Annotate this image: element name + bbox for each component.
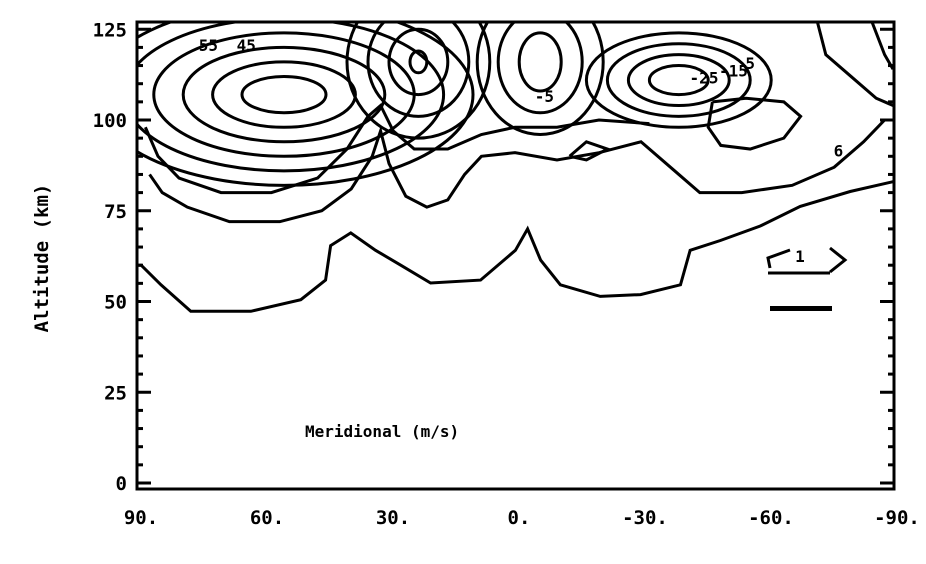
axis-ticks bbox=[137, 27, 894, 485]
contour-ellipse bbox=[387, 27, 450, 97]
chart-annotation: Meridional (m/s) bbox=[305, 422, 459, 441]
tick-labels: 0 25 50 75 100 125 90. 60. 30. 0. -30. -60. -90. bbox=[93, 19, 920, 529]
x-tick-label: -90. bbox=[874, 507, 920, 529]
y-tick-label: 125 bbox=[93, 19, 127, 41]
y-tick-label: 50 bbox=[104, 292, 127, 314]
contour-ellipse bbox=[240, 74, 328, 115]
contour-ellipse bbox=[137, 22, 446, 173]
contour-ellipse bbox=[496, 22, 584, 115]
contour-ellipse bbox=[366, 22, 471, 118]
contour-line bbox=[137, 180, 894, 313]
contour-ellipse bbox=[605, 42, 752, 118]
y-tick-label: 75 bbox=[104, 201, 127, 223]
contour-ellipse bbox=[626, 53, 731, 107]
scale-arrow bbox=[766, 246, 848, 275]
contour-label: -5 bbox=[535, 87, 554, 106]
contour-ellipse bbox=[517, 31, 563, 93]
contour-lines bbox=[137, 22, 894, 313]
y-tick-label: 0 bbox=[116, 473, 127, 495]
y-axis-label: Altitude (km) bbox=[31, 184, 53, 333]
x-tick-label: 0. bbox=[508, 507, 531, 529]
contour-ellipse bbox=[152, 31, 416, 158]
contour-labels: 55 45 -5 -25 -155 6 bbox=[199, 36, 843, 160]
contour-label: -15 bbox=[719, 61, 748, 80]
contour-loop bbox=[706, 96, 803, 151]
x-tick-label: -60. bbox=[748, 507, 794, 529]
contour-ellipse bbox=[584, 31, 773, 129]
contour-ellipse bbox=[211, 60, 357, 129]
x-tick-label: -30. bbox=[622, 507, 668, 529]
contour-label: -25 bbox=[690, 69, 719, 88]
contour-label: 5 bbox=[745, 54, 755, 73]
contour-loop bbox=[568, 140, 612, 162]
contour-line bbox=[815, 22, 894, 107]
contour-label: 45 bbox=[237, 36, 256, 55]
scale-vector: 1 bbox=[766, 246, 848, 311]
scale-bar bbox=[770, 306, 832, 311]
scale-vector-label: 1 bbox=[795, 247, 805, 266]
x-tick-label: 60. bbox=[250, 507, 284, 529]
contour-ellipse bbox=[345, 22, 492, 140]
contour-ellipse bbox=[137, 22, 475, 187]
contour-ellipse bbox=[647, 64, 710, 97]
contour-label: 55 bbox=[199, 36, 218, 55]
contour-ellipse bbox=[475, 22, 605, 136]
contour-ellipse bbox=[181, 45, 387, 144]
contour-line bbox=[148, 118, 886, 224]
y-tick-label: 25 bbox=[104, 382, 127, 404]
x-tick-label: 90. bbox=[124, 507, 158, 529]
y-tick-label: 100 bbox=[93, 110, 127, 132]
contour-label: 6 bbox=[834, 141, 844, 160]
contour-ellipse bbox=[408, 49, 429, 75]
plot-frame bbox=[135, 20, 896, 491]
x-tick-label: 30. bbox=[376, 507, 410, 529]
